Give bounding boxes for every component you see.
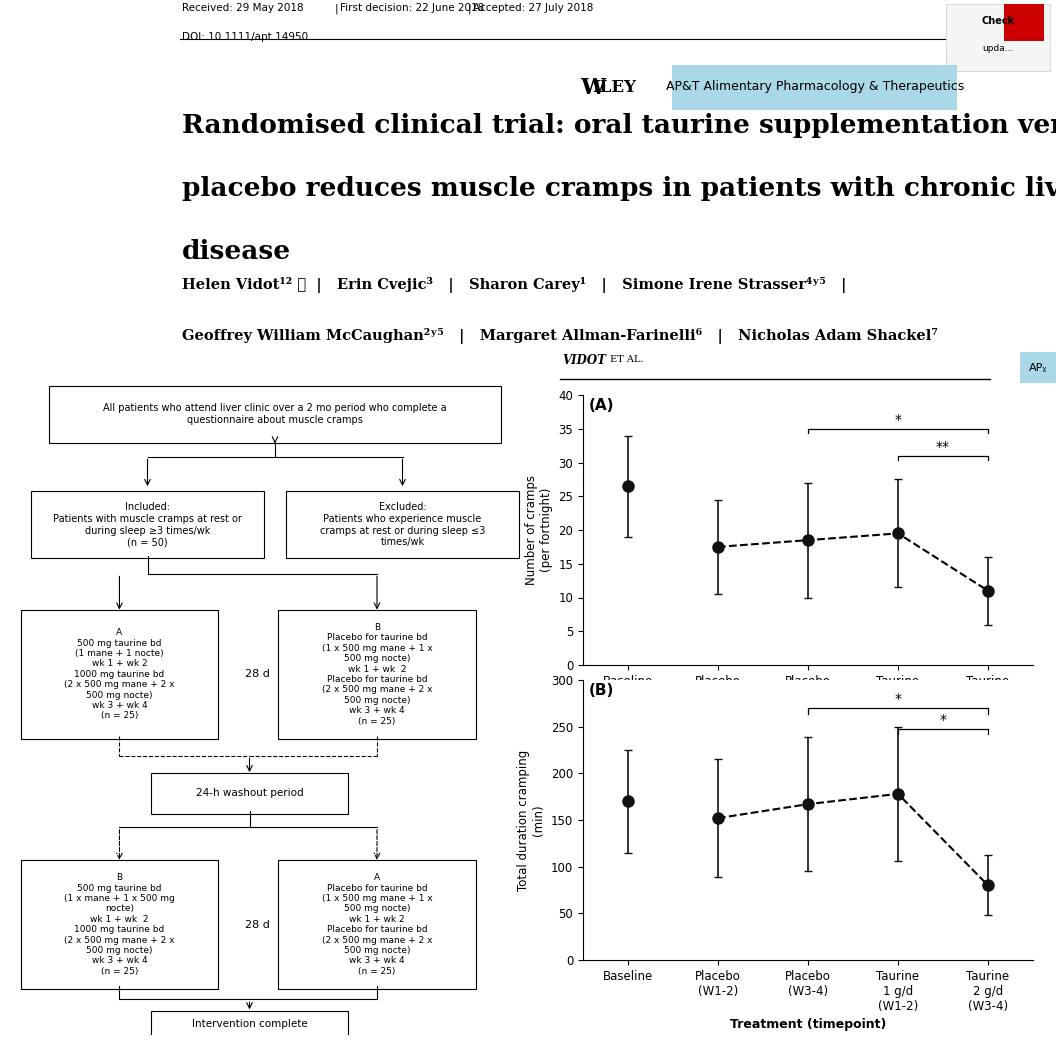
FancyBboxPatch shape: [1004, 4, 1044, 41]
Y-axis label: Number of cramps
(per fortnight): Number of cramps (per fortnight): [525, 475, 553, 586]
Text: 28 d: 28 d: [245, 920, 269, 929]
Text: DOI: 10.1111/apt.14950: DOI: 10.1111/apt.14950: [182, 32, 308, 42]
FancyBboxPatch shape: [49, 386, 502, 443]
FancyBboxPatch shape: [20, 610, 219, 738]
Text: 28 d: 28 d: [245, 669, 269, 679]
Text: Intervention complete: Intervention complete: [191, 1019, 307, 1029]
Text: W: W: [580, 77, 605, 98]
Text: disease: disease: [182, 238, 291, 264]
Text: B
Placebo for taurine bd
(1 x 500 mg mane + 1 x
500 mg nocte)
wk 1 + wk  2
Place: B Placebo for taurine bd (1 x 500 mg man…: [322, 622, 432, 726]
Text: placebo reduces muscle cramps in patients with chronic liver: placebo reduces muscle cramps in patient…: [182, 176, 1056, 202]
Text: **: **: [936, 440, 950, 455]
Text: upda...: upda...: [982, 44, 1014, 53]
Text: Excluded:
Patients who experience muscle
cramps at rest or during sleep ≤3
times: Excluded: Patients who experience muscle…: [320, 502, 485, 548]
Text: B
500 mg taurine bd
(1 x mane + 1 x 500 mg
nocte)
wk 1 + wk  2
1000 mg taurine b: B 500 mg taurine bd (1 x mane + 1 x 500 …: [64, 874, 175, 976]
Text: A
Placebo for taurine bd
(1 x 500 mg mane + 1 x
500 mg nocte)
wk 1 + wk 2
Placeb: A Placebo for taurine bd (1 x 500 mg man…: [322, 874, 432, 976]
Text: (B): (B): [588, 683, 614, 697]
Text: All patients who attend liver clinic over a 2 mo period who complete a
questionn: All patients who attend liver clinic ove…: [103, 403, 447, 425]
Text: ILEY: ILEY: [592, 79, 636, 96]
Text: Included:
Patients with muscle cramps at rest or
during sleep ≥3 times/wk
(n = 5: Included: Patients with muscle cramps at…: [53, 502, 242, 548]
Text: (A): (A): [588, 399, 614, 414]
Text: ET AL.: ET AL.: [610, 354, 643, 364]
Text: Helen Vidot¹² ⒵  |   Erin Cvejic³   |   Sharon Carey¹   |   Simone Irene Strasse: Helen Vidot¹² ⒵ | Erin Cvejic³ | Sharon …: [182, 277, 846, 293]
Text: *: *: [894, 692, 902, 706]
FancyBboxPatch shape: [151, 772, 348, 813]
Text: APᵪ: APᵪ: [1029, 363, 1048, 373]
Text: *: *: [894, 414, 902, 427]
FancyBboxPatch shape: [278, 610, 476, 738]
FancyBboxPatch shape: [278, 860, 476, 989]
FancyBboxPatch shape: [672, 64, 957, 111]
FancyBboxPatch shape: [151, 1011, 348, 1037]
FancyBboxPatch shape: [1020, 351, 1056, 383]
Text: A
500 mg taurine bd
(1 mane + 1 nocte)
wk 1 + wk 2
1000 mg taurine bd
(2 x 500 m: A 500 mg taurine bd (1 mane + 1 nocte) w…: [64, 628, 174, 721]
Text: 24-h washout period: 24-h washout period: [195, 788, 303, 799]
Text: *: *: [940, 713, 946, 727]
FancyBboxPatch shape: [946, 4, 1051, 72]
Text: Geoffrey William McCaughan²ʸ⁵   |   Margaret Allman-Farinelli⁶   |   Nicholas Ad: Geoffrey William McCaughan²ʸ⁵ | Margaret…: [182, 328, 938, 345]
Y-axis label: Total duration cramping
(min): Total duration cramping (min): [517, 749, 546, 890]
FancyBboxPatch shape: [31, 492, 264, 558]
Text: |: |: [335, 3, 339, 14]
Text: AP&T Alimentary Pharmacology & Therapeutics: AP&T Alimentary Pharmacology & Therapeut…: [666, 80, 964, 93]
Text: Accepted: 27 July 2018: Accepted: 27 July 2018: [473, 3, 593, 13]
Text: |: |: [468, 3, 472, 14]
Text: First decision: 22 June 2018: First decision: 22 June 2018: [340, 3, 485, 13]
Text: VIDOT: VIDOT: [562, 354, 606, 367]
Text: Randomised clinical trial: oral taurine supplementation versus: Randomised clinical trial: oral taurine …: [182, 113, 1056, 138]
X-axis label: Treatment (timepoint): Treatment (timepoint): [730, 724, 886, 736]
FancyBboxPatch shape: [286, 492, 520, 558]
X-axis label: Treatment (timepoint): Treatment (timepoint): [730, 1018, 886, 1032]
FancyBboxPatch shape: [20, 860, 219, 989]
Text: Check: Check: [981, 16, 1015, 26]
Text: Received: 29 May 2018: Received: 29 May 2018: [182, 3, 304, 13]
